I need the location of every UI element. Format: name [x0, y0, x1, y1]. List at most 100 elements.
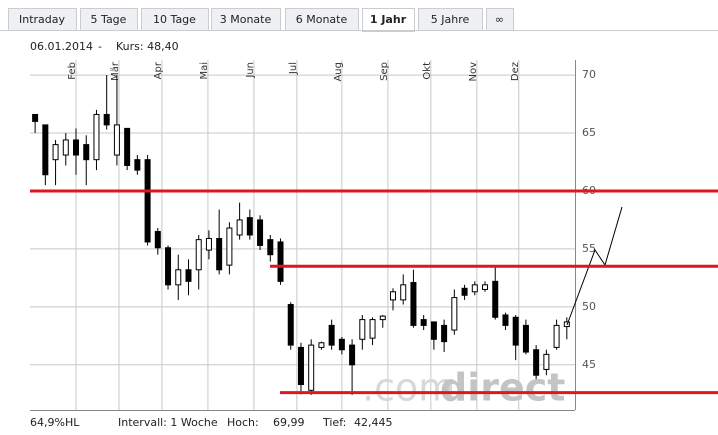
footer-high: 69,99 — [273, 416, 305, 429]
candle-body — [512, 316, 519, 346]
candle-body — [349, 344, 356, 366]
tab[interactable]: 3 Monate — [211, 8, 281, 31]
candle-body — [471, 284, 478, 293]
candle-body — [165, 247, 172, 286]
watermark-prefix: .com — [362, 366, 455, 410]
candle-body — [246, 217, 253, 236]
candle-body — [83, 144, 90, 161]
tab[interactable]: 5 Tage — [80, 8, 138, 31]
tab-label: 6 Monate — [296, 13, 348, 26]
candle-body — [216, 237, 223, 271]
x-tick-label: Jul — [288, 62, 299, 75]
tab-label: Intraday — [19, 13, 66, 26]
footer-low: 42,445 — [354, 416, 393, 429]
footer-range: 64,9%HL — [30, 416, 80, 429]
footer-low-label: Tief: — [322, 416, 346, 429]
candle-body — [93, 113, 100, 161]
candle-body — [451, 297, 458, 331]
x-tick-label: Feb — [67, 62, 78, 80]
candle-body — [461, 287, 468, 296]
candle-body — [124, 127, 131, 166]
candle-body — [389, 291, 396, 301]
tab[interactable]: 6 Monate — [285, 8, 359, 31]
y-tick-label: 70 — [582, 68, 596, 81]
date: 06.01.2014 — [30, 40, 93, 53]
x-tick-label: Dez — [510, 62, 521, 81]
tab-label: 5 Jahre — [431, 13, 470, 26]
footer-interval: Intervall: 1 Woche — [118, 416, 218, 429]
candle-body — [62, 139, 69, 156]
x-tick-label: Nov — [468, 62, 479, 82]
tab[interactable]: 5 Jahre — [418, 8, 483, 31]
tab-label: 3 Monate — [220, 13, 272, 26]
candle-body — [318, 342, 325, 348]
tab-bar: Intraday 5 Tage 10 Tage 3 Monate 6 Monate 1 J… — [8, 8, 514, 32]
candle-body — [482, 284, 489, 290]
tab[interactable]: 10 Tage — [141, 8, 209, 31]
x-tick-label: Jun — [245, 62, 256, 79]
x-tick-label: Sep — [379, 62, 390, 81]
candle-body — [113, 124, 120, 156]
candle-body — [154, 231, 161, 249]
candle-body — [553, 324, 560, 348]
y-tick-label: 55 — [582, 242, 596, 255]
tab-label: 5 Tage — [91, 13, 127, 26]
y-tick-label: 45 — [582, 358, 596, 371]
candle-body — [502, 314, 509, 326]
candle-body — [533, 349, 540, 376]
x-tick-label: Apr — [153, 61, 164, 79]
candle-body — [400, 284, 407, 301]
candle-body — [103, 113, 110, 126]
tab-label: ∞ — [495, 13, 504, 26]
candle-body — [257, 219, 264, 246]
tab-bg — [362, 8, 415, 32]
candle-body — [359, 319, 366, 340]
candle-body — [205, 237, 212, 251]
candle-body — [441, 324, 448, 343]
candle-body — [410, 282, 417, 326]
x-tick-label: Mai — [199, 62, 210, 80]
candle-body — [369, 319, 376, 339]
candle-body — [543, 353, 550, 370]
y-tick-label: 65 — [582, 126, 596, 139]
x-tick-label: Okt — [422, 62, 433, 80]
candle-body — [522, 324, 529, 353]
candle-body — [134, 159, 141, 171]
candle-body — [226, 227, 233, 266]
candle-body — [267, 239, 274, 256]
candle-body — [277, 241, 284, 282]
candle-body — [328, 324, 335, 346]
candle-body — [42, 124, 49, 176]
tab[interactable]: Intraday — [8, 8, 77, 31]
separator: - — [98, 40, 102, 53]
x-tick-label: Aug — [333, 62, 344, 82]
tab[interactable]: 1 Jahr — [362, 8, 415, 32]
y-tick-label: 50 — [582, 300, 596, 313]
quote: Kurs: 48,40 — [116, 40, 179, 53]
tab-label: 10 Tage — [153, 13, 196, 26]
candle-body — [338, 338, 345, 351]
candle-body — [144, 159, 151, 243]
candle-body — [297, 346, 304, 386]
candle-body — [32, 113, 39, 122]
candle-body — [308, 344, 315, 391]
candle-body — [287, 304, 294, 346]
tab-label: 1 Jahr — [370, 13, 407, 26]
candle-body — [420, 319, 427, 326]
candle-body — [236, 219, 243, 236]
candle-body — [73, 139, 80, 156]
watermark-brand: direct — [440, 366, 565, 410]
candle-body — [430, 321, 437, 340]
candle-body — [379, 315, 386, 321]
footer-high-label: Hoch: — [227, 416, 259, 429]
tab[interactable]: ∞ — [486, 8, 514, 31]
candle-body — [492, 280, 499, 318]
candle-body — [195, 239, 202, 271]
candle-body — [52, 144, 59, 161]
drawn-trendline — [566, 206, 623, 326]
candle-body — [175, 269, 182, 286]
candle-body — [185, 269, 192, 282]
plot: 455055606570FebMärAprMaiJunJulAugSepOktN… — [30, 60, 596, 411]
x-tick-label: Mär — [110, 61, 121, 81]
